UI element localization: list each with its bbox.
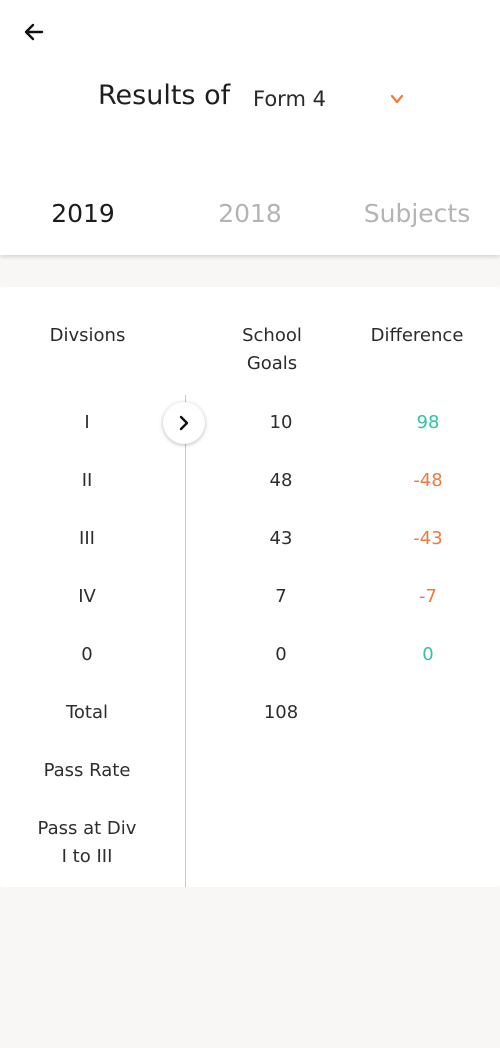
division-label: IV [78,586,96,607]
division-label: I [84,412,90,433]
difference-value: 98 [416,412,440,433]
form-select-value: Form 4 [253,87,326,111]
title-row: Results of Form 4 [0,78,500,122]
results-table-card: Divsions School Goals Difference I 10 98… [0,287,500,887]
division-label: III [79,528,95,549]
expand-columns-button[interactable] [163,402,205,444]
division-label: 0 [81,644,93,665]
form-select-dropdown[interactable]: Form 4 [250,78,420,122]
year-tabs: 2019 2018 Subjects [0,188,500,240]
chevron-down-icon [390,94,404,104]
difference-value: -7 [419,586,437,607]
school-goals-value: 43 [269,528,293,549]
school-goals-value: 10 [269,412,293,433]
division-label: II [81,470,93,491]
division-label: Pass at Div I to III [37,818,137,867]
difference-value: -48 [413,470,443,491]
school-goals-value: 7 [275,586,287,607]
arrow-left-icon [24,23,44,41]
division-label: Total [65,702,109,723]
tab-2018[interactable]: 2018 [218,199,282,228]
column-header-divisions: Divsions [49,325,126,346]
chevron-right-icon [179,415,189,431]
column-header-difference: Difference [370,325,464,346]
school-goals-value: 48 [269,470,293,491]
page-title: Results of [98,80,231,111]
back-button[interactable] [18,16,50,48]
column-header-school-goals: School Goals [242,325,302,374]
difference-value: 0 [422,644,434,665]
school-goals-value: 108 [263,702,299,723]
tab-subjects[interactable]: Subjects [363,199,471,228]
app-header: Results of Form 4 2019 2018 Subjects [0,0,500,255]
column-divider [185,395,186,887]
difference-value: -43 [413,528,443,549]
division-label: Pass Rate [43,760,131,781]
school-goals-value: 0 [275,644,287,665]
tab-2019[interactable]: 2019 [51,199,115,228]
